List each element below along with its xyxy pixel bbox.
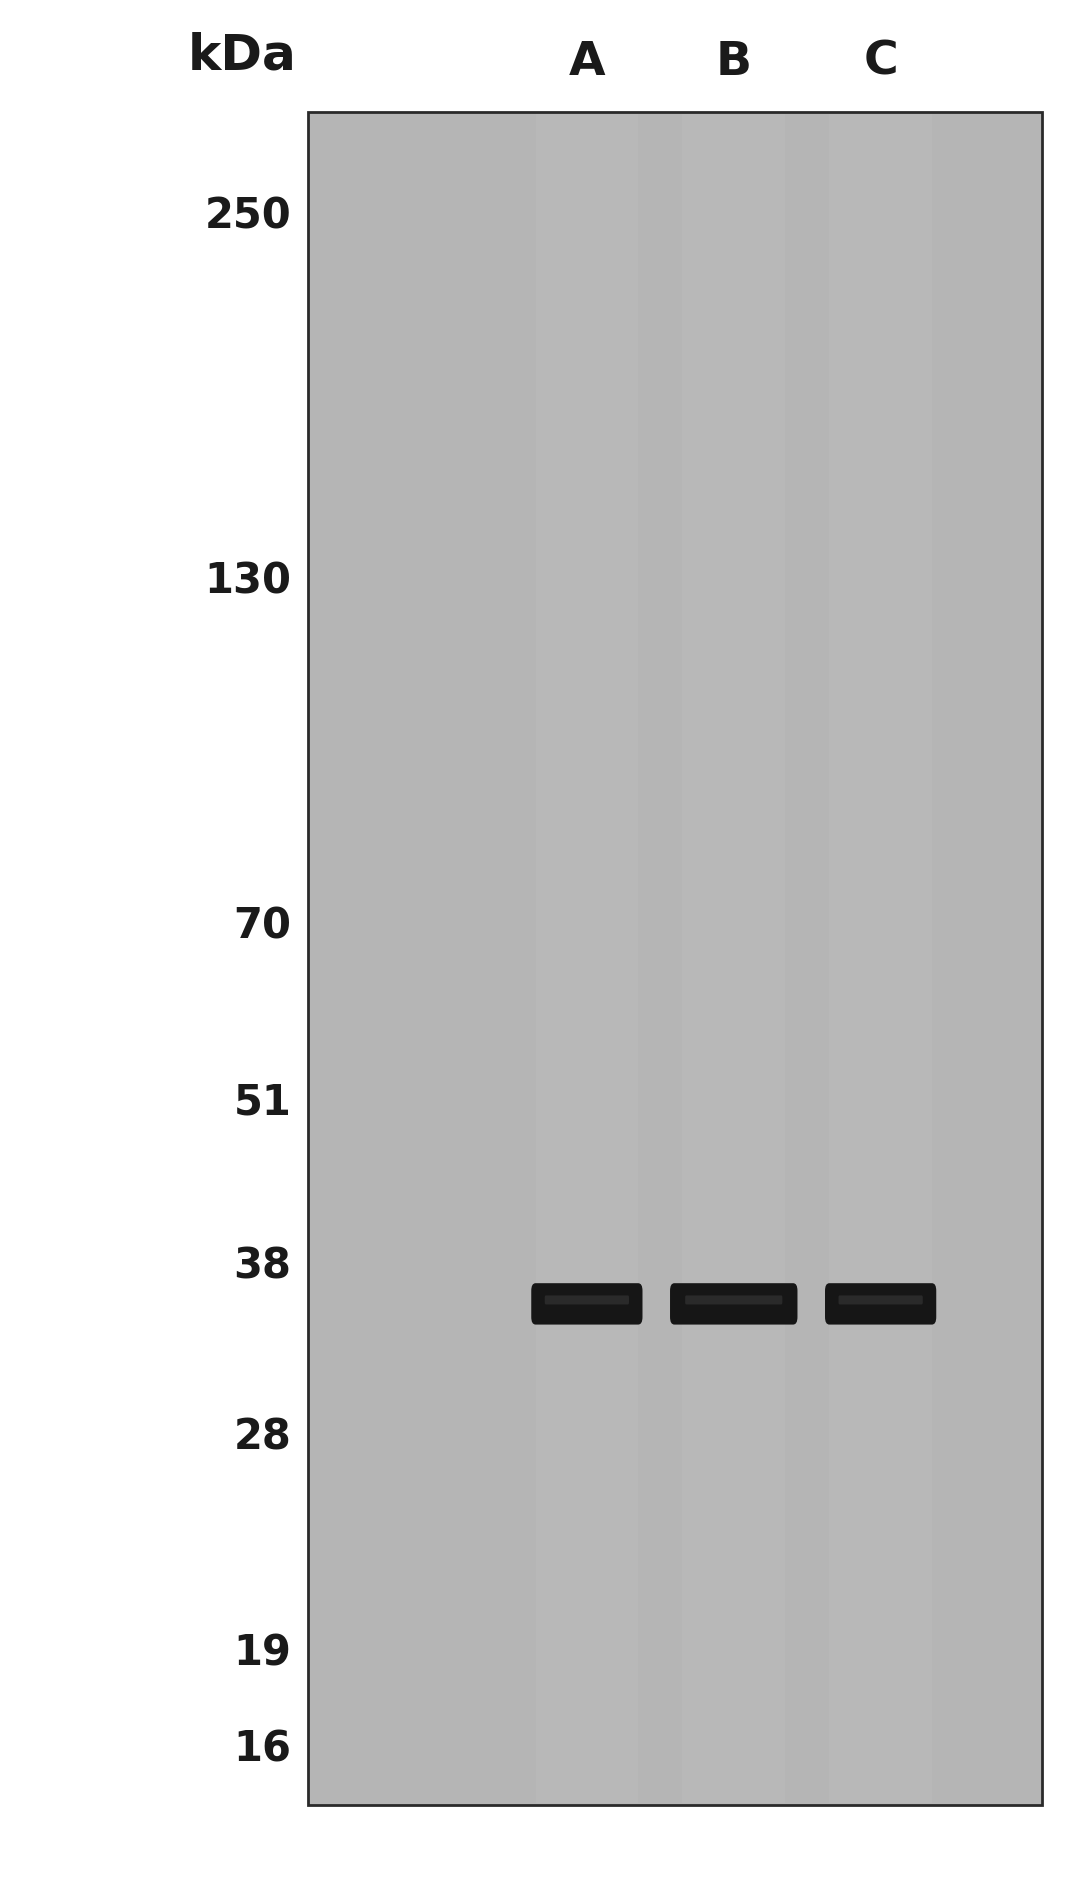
Text: 28: 28 [233,1416,292,1457]
Text: 38: 38 [233,1245,292,1288]
FancyBboxPatch shape [825,1284,936,1325]
Text: 51: 51 [233,1081,292,1122]
FancyBboxPatch shape [531,1284,643,1325]
Text: 70: 70 [233,904,292,948]
Text: B: B [716,39,752,85]
Bar [683,115,785,1803]
FancyBboxPatch shape [838,1295,922,1305]
Bar [308,113,1042,1805]
Text: A: A [568,39,605,85]
Bar [536,115,638,1803]
FancyBboxPatch shape [544,1295,629,1305]
FancyBboxPatch shape [670,1284,797,1325]
Text: kDa: kDa [188,30,297,79]
FancyBboxPatch shape [685,1295,782,1305]
Text: 16: 16 [233,1728,292,1769]
Text: 130: 130 [204,560,292,602]
Bar [829,115,932,1803]
Text: 19: 19 [233,1632,292,1673]
Text: C: C [863,39,897,85]
Text: 250: 250 [205,196,292,237]
